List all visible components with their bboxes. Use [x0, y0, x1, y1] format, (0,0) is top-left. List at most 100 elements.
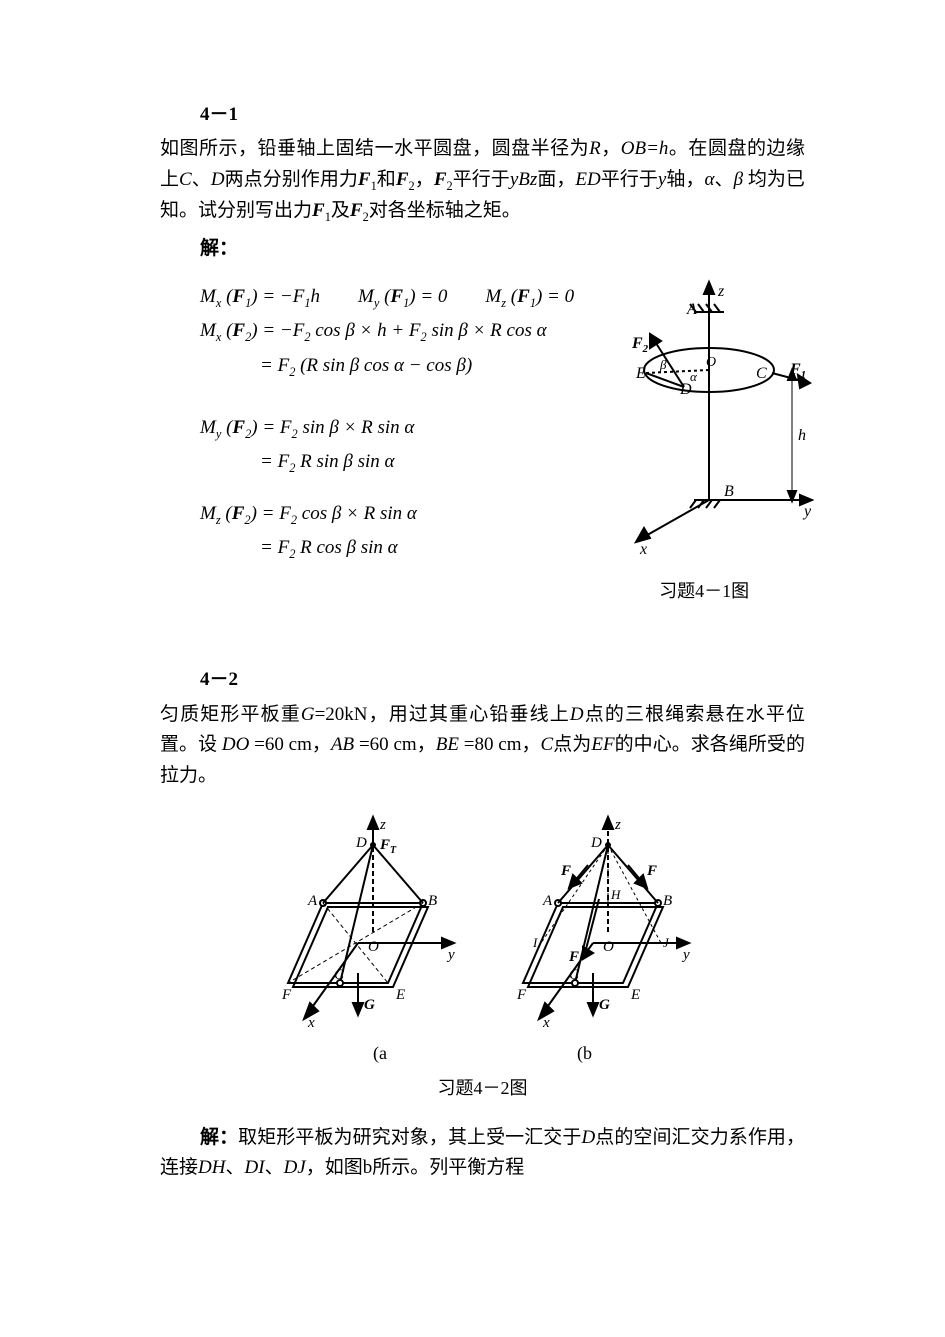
label-h: h	[798, 427, 806, 444]
label-A: A	[686, 301, 697, 318]
text: 轴，	[666, 169, 704, 190]
b-label-Fforce-3: F	[568, 949, 579, 965]
a-label-z: z	[379, 817, 386, 833]
var-alpha: α	[705, 169, 715, 190]
var-F2c: F	[350, 200, 363, 221]
b-label-Fforce-1: F	[560, 863, 571, 879]
var-Cpt: C	[541, 734, 554, 755]
var-DH: DH	[198, 1157, 225, 1178]
var-DJ: DJ	[284, 1157, 306, 1178]
a-label-Fpt: F	[281, 987, 292, 1003]
text: 对各坐标轴之矩。	[369, 200, 521, 221]
figure-4-2: z D FT A B	[160, 803, 805, 1103]
var-EF: EF	[591, 734, 614, 755]
text: 取矩形平板为研究对象，其上受一汇交于	[238, 1127, 581, 1148]
eq-line-2: Mx (F2) = −F2 cos β × h + F2 sin β × R c…	[200, 320, 547, 341]
var-ED: ED	[575, 169, 600, 190]
a-label-G: G	[364, 997, 375, 1013]
label-C: C	[756, 365, 767, 382]
a-label-FT: FT	[379, 837, 397, 856]
a-label-y: y	[446, 947, 455, 963]
var-C: C	[179, 169, 192, 190]
equations-4-1: Mx (F1) = −F1h My (F1) = 0 Mz (F1) = 0 M…	[200, 280, 574, 565]
b-label-H: H	[610, 887, 621, 902]
var-DI: DI	[245, 1157, 265, 1178]
text: 、	[714, 169, 733, 190]
var-AB: AB	[331, 734, 354, 755]
eq-line-5: = F2 R sin β sin α	[260, 451, 395, 472]
var-F2: F	[396, 169, 409, 190]
sol-label: 解：	[200, 1127, 238, 1148]
problem-4-1-statement: 如图所示，铅垂轴上固结一水平圆盘，圆盘半径为R，OB=h。在圆盘的边缘上C、D两…	[160, 134, 805, 227]
label-alpha: α	[690, 369, 698, 384]
var-R: R	[589, 138, 601, 159]
b-label-O: O	[603, 939, 614, 955]
text: 、	[225, 1157, 244, 1178]
b-label-A: A	[542, 893, 553, 909]
b-label-D: D	[590, 835, 602, 851]
b-label-Fforce-2: F	[646, 863, 657, 879]
var-F1: F	[358, 169, 371, 190]
a-label-B: B	[428, 893, 437, 909]
b-label-y: y	[681, 947, 690, 963]
text: 点为	[553, 734, 591, 755]
var-D: D	[570, 704, 584, 725]
var-D2: D	[581, 1127, 595, 1148]
eq-line-4: My (F2) = F2 sin β × R sin α	[200, 417, 414, 438]
text: 面，	[537, 169, 575, 190]
text: ，	[601, 138, 621, 159]
b-label-I: I	[532, 935, 538, 950]
text: =80 cm，	[459, 734, 541, 755]
a-label-x: x	[307, 1015, 315, 1031]
var-G: G	[301, 704, 315, 725]
a-label-O: O	[368, 939, 379, 955]
b-label-z: z	[614, 817, 621, 833]
a-label-E: E	[395, 987, 405, 1003]
figure-4-2-caption: 习题4－2图	[160, 1074, 805, 1103]
text: 接	[179, 1157, 198, 1178]
text: 、	[265, 1157, 284, 1178]
solution-4-2: 解：取矩形平板为研究对象，其上受一汇交于D点的空间汇交力系作用，连接DH、DI、…	[160, 1123, 805, 1184]
var-OB-h: OB=h	[621, 138, 669, 159]
label-beta: β	[659, 357, 667, 372]
b-label-E: E	[630, 987, 640, 1003]
eq-line-3: = F2 (R sin β cos α − cos β)	[260, 355, 472, 376]
text: 平行于	[453, 169, 510, 190]
fig-4-2-sub-b: (b	[577, 1039, 592, 1068]
var-beta: β	[734, 169, 743, 190]
text: 平行于	[601, 169, 658, 190]
figure-4-1-caption: 习题4－1图	[594, 577, 814, 606]
text: ，用过其重心铅垂线上	[368, 704, 570, 725]
label-E: E	[635, 365, 646, 382]
text: 匀质矩形平板重	[160, 704, 301, 725]
text: =60 cm，	[354, 734, 436, 755]
problem-4-2-statement: 匀质矩形平板重G=20kN，用过其重心铅垂线上D点的三根绳索悬在水平位置。设 D…	[160, 700, 805, 791]
label-B: B	[724, 483, 734, 500]
text: =60 cm，	[249, 734, 331, 755]
problem-number-4-2: 4－2	[200, 665, 805, 695]
text: 两点分别作用力	[225, 169, 358, 190]
text: ，如图b所示。列平衡方程	[306, 1157, 525, 1178]
label-y: y	[802, 503, 812, 520]
b-label-x: x	[542, 1015, 550, 1031]
text: 及	[331, 200, 350, 221]
a-label-A: A	[307, 893, 318, 909]
var-D: D	[211, 169, 225, 190]
text: ，	[415, 169, 434, 190]
problem-number-4-1: 4－1	[200, 100, 805, 130]
solution-label-4-1: 解：	[200, 234, 805, 264]
label-z: z	[717, 283, 725, 300]
a-label-D: D	[355, 835, 367, 851]
text: 如图所示，铅垂轴上固结一水平圆盘，圆盘半径为	[160, 138, 589, 159]
eq-line-7: = F2 R cos β sin α	[260, 537, 398, 558]
b-label-Fpt: F	[516, 987, 527, 1003]
b-label-B: B	[663, 893, 672, 909]
b-label-G: G	[599, 997, 610, 1013]
figure-4-1: z A O C F1 E D	[594, 270, 814, 605]
label-F2: F2	[631, 335, 649, 355]
var-DO: DO	[222, 734, 249, 755]
var-yBz: yBz	[510, 169, 537, 190]
var-BE: BE	[436, 734, 459, 755]
var-F2b: F	[434, 169, 447, 190]
eq-line-6: Mz (F2) = F2 cos β × R sin α	[200, 503, 417, 524]
